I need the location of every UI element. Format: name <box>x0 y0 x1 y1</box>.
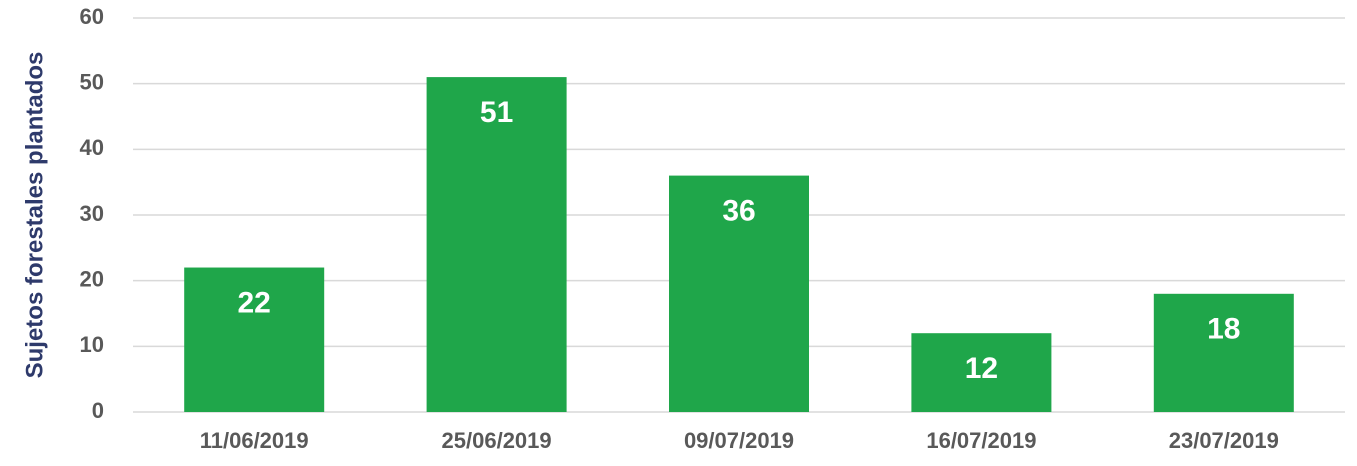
y-tick-label: 30 <box>80 201 104 226</box>
y-tick-label: 20 <box>80 266 104 291</box>
x-tick-label: 11/06/2019 <box>200 428 309 453</box>
y-axis-label: Sujetos forestales plantados <box>21 52 48 379</box>
y-tick-label: 60 <box>80 4 104 29</box>
y-tick-label: 40 <box>80 135 104 160</box>
bar <box>911 333 1052 412</box>
bar <box>426 77 567 412</box>
x-tick-label: 25/06/2019 <box>442 428 552 453</box>
value-label: 12 <box>965 352 998 385</box>
y-tick-label: 50 <box>80 69 104 94</box>
bar <box>184 267 325 412</box>
y-tick-label: 0 <box>92 398 104 423</box>
y-tick-label: 10 <box>80 332 104 357</box>
x-tick-label: 23/07/2019 <box>1169 428 1279 453</box>
value-label: 22 <box>238 286 271 319</box>
value-label: 51 <box>480 96 513 129</box>
bar <box>669 175 809 412</box>
x-tick-label: 09/07/2019 <box>684 428 794 453</box>
x-tick-label: 16/07/2019 <box>926 428 1036 453</box>
value-label: 18 <box>1207 313 1240 346</box>
value-label: 36 <box>722 195 755 228</box>
bar <box>1153 293 1294 412</box>
